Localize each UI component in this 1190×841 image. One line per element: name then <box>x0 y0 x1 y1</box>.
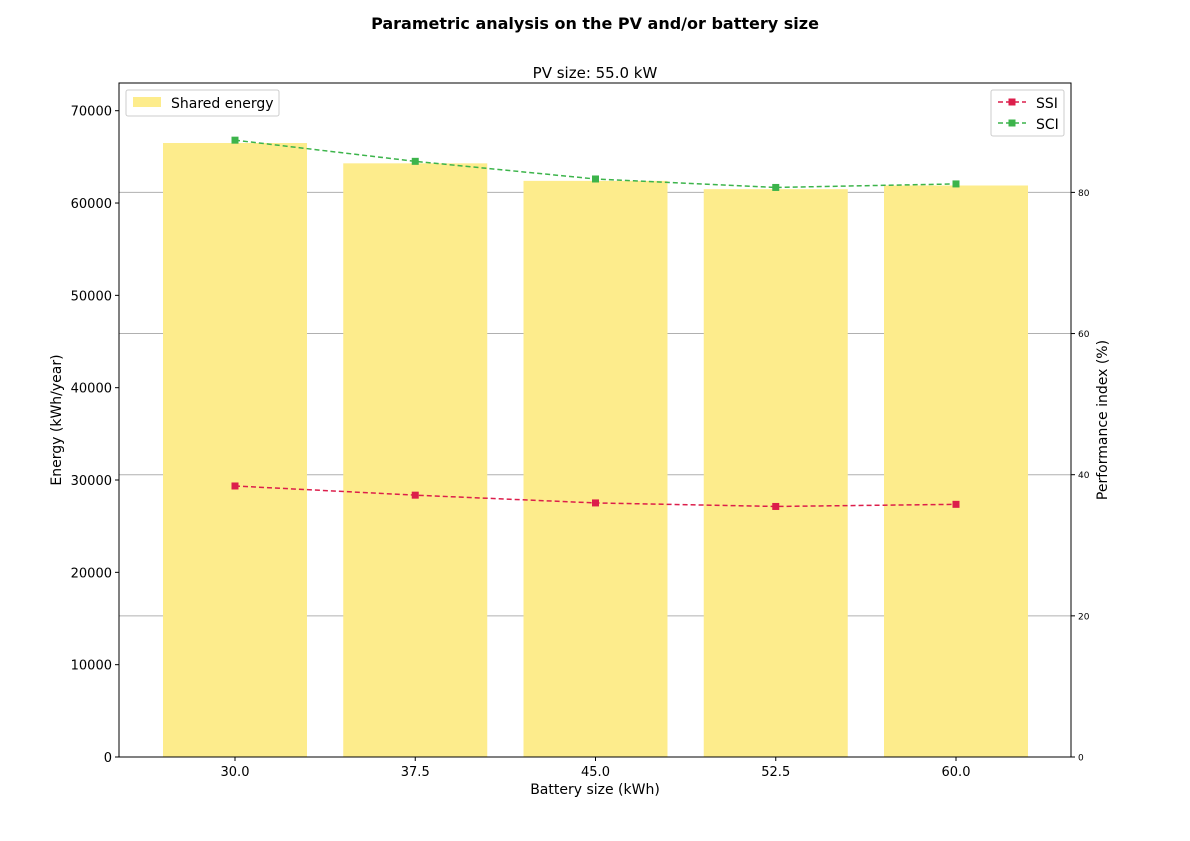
marker-sci <box>411 157 419 165</box>
bar-shared-energy <box>703 189 848 757</box>
y2-tick-label: 40 <box>1078 471 1090 481</box>
chart-title: PV size: 55.0 kW <box>533 64 658 82</box>
marker-sci <box>952 180 960 188</box>
x-tick-label: 52.5 <box>761 765 790 780</box>
x-axis: 30.0 37.5 45.0 52.5 60.0 <box>221 757 971 780</box>
y-axis-right: 0 20 40 60 80 <box>1071 189 1090 764</box>
y-tick-label: 70000 <box>71 105 112 120</box>
line-series <box>231 136 960 510</box>
bar-shared-energy <box>343 163 488 757</box>
marker-ssi <box>411 491 419 499</box>
y2-tick-label: 60 <box>1078 330 1090 340</box>
legend-left-box <box>125 89 280 117</box>
x-tick-label: 60.0 <box>942 765 971 780</box>
marker-ssi <box>592 499 599 507</box>
bar-shared-energy <box>884 185 1028 757</box>
y2-tick-label: 80 <box>1078 189 1090 199</box>
legend-marker-sci <box>1008 119 1016 127</box>
marker-sci <box>772 183 780 191</box>
marker-sci <box>592 175 599 183</box>
y-axis-left: 0 10000 20000 30000 40000 50000 60000 70000 <box>71 105 119 766</box>
y-tick-label: 60000 <box>71 197 112 212</box>
legend-marker-ssi <box>1008 98 1016 106</box>
y2-tick-label: 20 <box>1078 612 1090 622</box>
marker-ssi <box>952 500 960 508</box>
bar-shared-energy <box>163 143 307 758</box>
y-tick-label: 10000 <box>71 659 112 674</box>
y-tick-label: 40000 <box>71 382 112 397</box>
marker-sci <box>231 136 239 144</box>
legend-label-shared-energy: Shared energy <box>171 96 274 112</box>
y-tick-label: 20000 <box>71 566 112 581</box>
y-axis-label: Energy (kWh/year) <box>49 354 65 485</box>
figure-suptitle: Parametric analysis on the PV and/or bat… <box>371 14 819 33</box>
y2-tick-label: 0 <box>1078 754 1084 764</box>
x-tick-label: 30.0 <box>221 765 250 780</box>
y-tick-label: 30000 <box>71 474 112 489</box>
x-tick-label: 37.5 <box>401 765 430 780</box>
y-tick-label: 0 <box>104 751 112 766</box>
x-axis-label: Battery size (kWh) <box>530 782 660 798</box>
bar-series-shared-energy <box>163 143 1028 758</box>
legend-swatch-shared-energy <box>133 97 161 107</box>
bar-shared-energy <box>523 180 668 757</box>
marker-ssi <box>231 482 239 490</box>
y-tick-label: 50000 <box>71 289 112 304</box>
legend-right: SSI SCI <box>990 89 1065 137</box>
y2-axis-label: Performance index (%) <box>1095 340 1111 500</box>
legend-left: Shared energy <box>125 89 280 117</box>
legend-label-sci: SCI <box>1036 117 1059 133</box>
marker-ssi <box>772 502 780 510</box>
legend-label-ssi: SSI <box>1036 96 1058 112</box>
x-tick-label: 45.0 <box>581 765 610 780</box>
